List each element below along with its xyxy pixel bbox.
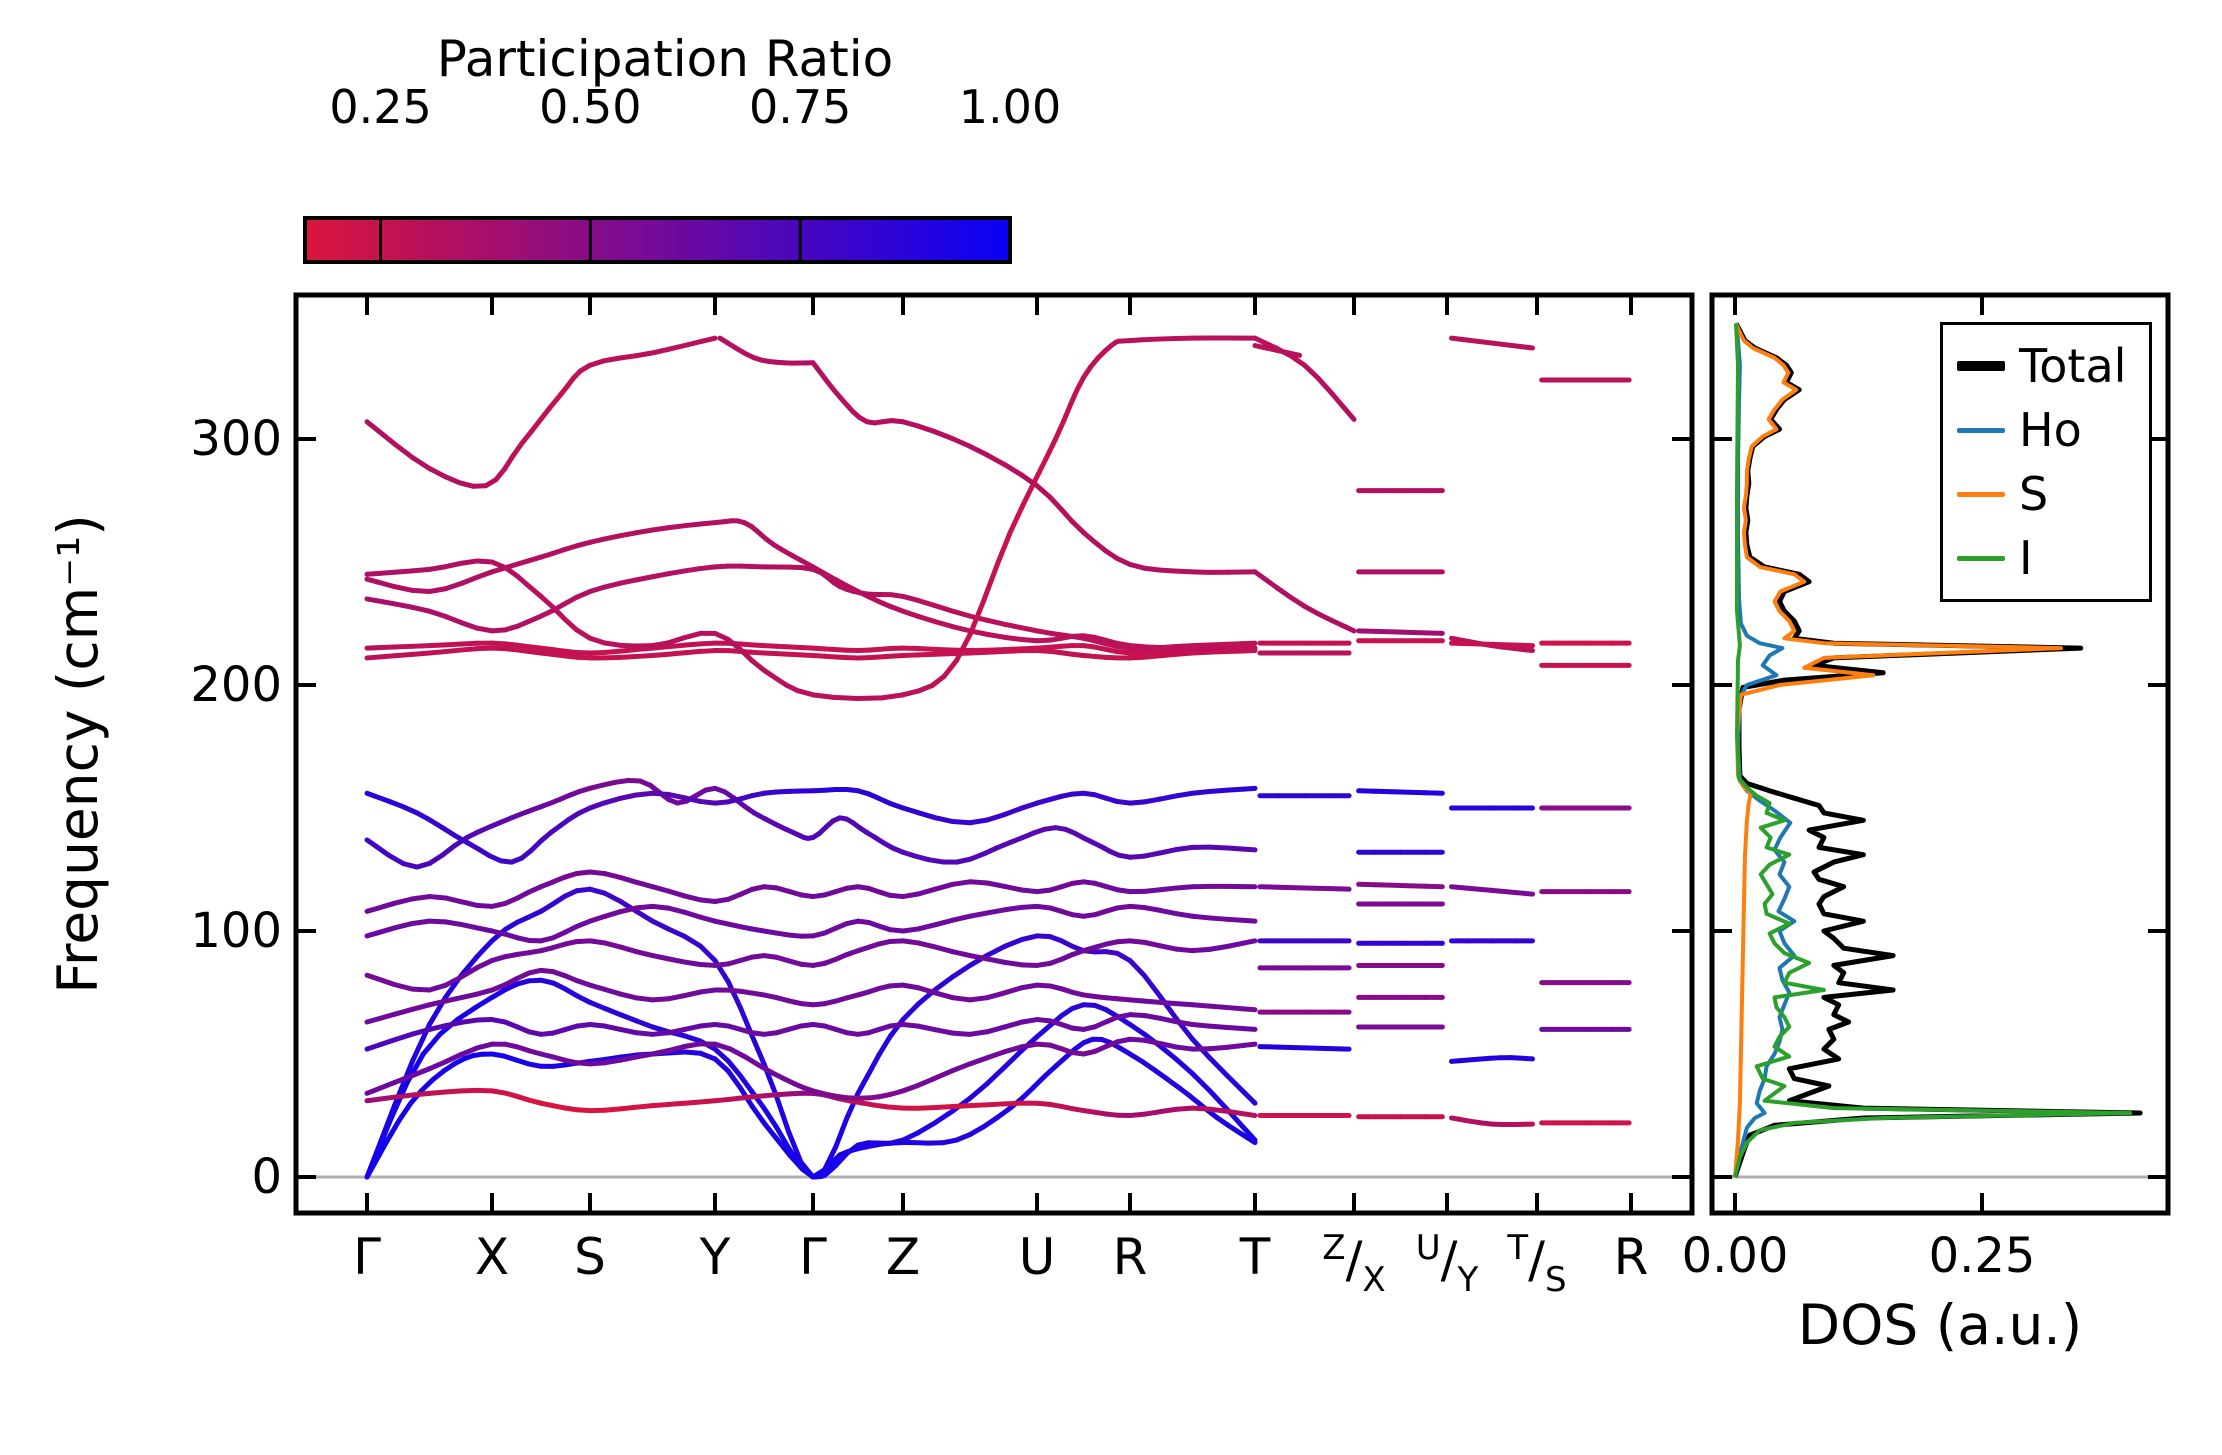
colorbar-gradient	[305, 218, 1010, 262]
k-tick-label: T	[1239, 1228, 1271, 1286]
k-tick-label: Y	[699, 1228, 731, 1286]
y-axis-label: Frequency (cm⁻¹)	[46, 514, 110, 994]
dos-curve-s	[1733, 322, 2063, 1178]
y-tick-label: 100	[190, 903, 282, 959]
legend-swatch-total	[1957, 361, 2005, 371]
legend-item-ho: Ho	[1957, 407, 2149, 453]
legend-label: Ho	[2019, 403, 2082, 457]
legend-item-i: I	[1957, 535, 2149, 581]
colorbar-frame	[303, 216, 1012, 264]
k-tick-label: R	[1112, 1228, 1148, 1286]
y-tick-label: 0	[251, 1149, 282, 1205]
k-tick-label: X	[474, 1228, 510, 1286]
dos-legend: Total Ho S I	[1940, 322, 2152, 602]
axes-frame	[1709, 292, 2171, 1216]
k-tick-label: Γ	[353, 1228, 381, 1286]
dos-curves	[1732, 322, 2143, 1178]
y-tick-label: 200	[190, 657, 282, 713]
dos-tick-label: 0.00	[1681, 1228, 1789, 1284]
k-tick-label: Z	[885, 1228, 921, 1286]
axes-frame	[293, 292, 1695, 1216]
colorbar-tick-label: 0.50	[539, 80, 642, 134]
legend-swatch-i	[1957, 555, 2005, 561]
k-tick-label: R	[1613, 1228, 1649, 1286]
legend-swatch-ho	[1957, 427, 2005, 433]
y-tick-label: 300	[190, 411, 282, 467]
k-tick-label: U	[1018, 1228, 1056, 1286]
k-tick-label: S	[574, 1228, 606, 1286]
dos-axis-label: DOS (a.u.)	[1797, 1293, 2083, 1357]
colorbar-tick-label: 1.00	[958, 80, 1062, 134]
legend-label: S	[2019, 467, 2049, 521]
legend-item-total: Total	[1957, 343, 2149, 389]
legend-label: I	[2019, 531, 2033, 585]
k-tick-label: Z/X	[1322, 1228, 1386, 1300]
k-tick-label: Γ	[799, 1228, 827, 1286]
dos-tick-label: 0.25	[1928, 1228, 2036, 1284]
legend-item-s: S	[1957, 471, 2149, 517]
legend-swatch-s	[1957, 491, 2005, 497]
k-tick-label: T/S	[1507, 1228, 1567, 1300]
colorbar-tick-label: 0.75	[748, 80, 852, 134]
k-tick-label: U/Y	[1415, 1228, 1479, 1300]
colorbar-tick-label: 0.25	[329, 80, 432, 134]
colorbar-title: Participation Ratio	[436, 30, 894, 88]
dos-curve-ho	[1733, 323, 1797, 1178]
dos-curve-i	[1733, 323, 2133, 1178]
legend-label: Total	[2019, 339, 2127, 393]
band-structure-lines	[364, 335, 1632, 1180]
